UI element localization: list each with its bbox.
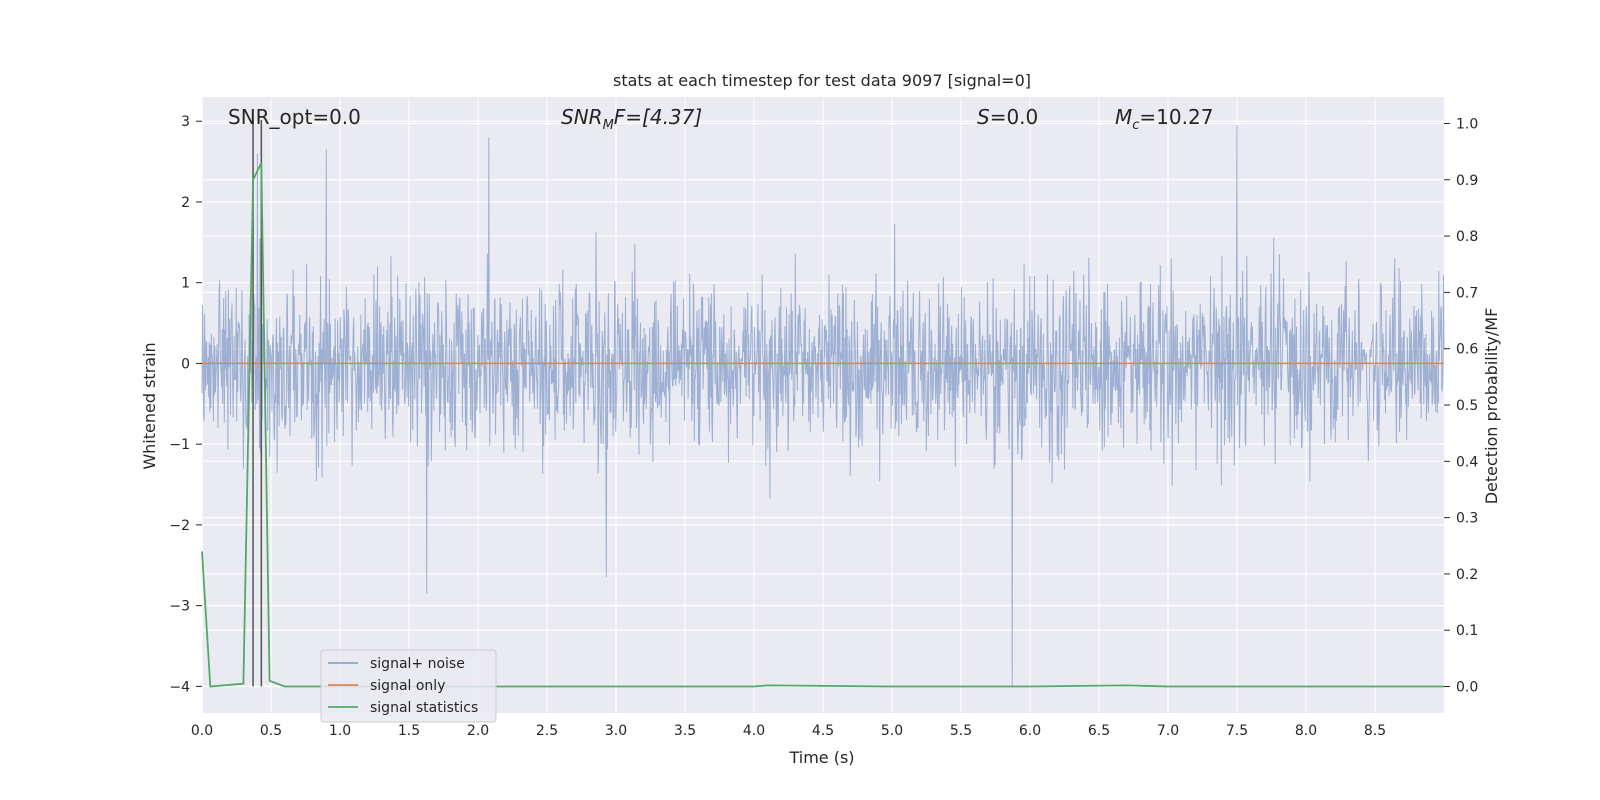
snr-mf-main: SNR <box>561 105 603 129</box>
mc-annotation: Mc=10.27 <box>1115 105 1213 133</box>
x-tick-label: 6.5 <box>1088 723 1110 739</box>
y-tick-label: −1 <box>169 437 190 453</box>
mc-rest: =10.27 <box>1139 105 1213 129</box>
snr-mf-annotation: SNRMF=[4.37] <box>561 105 702 133</box>
snr-opt-annotation: SNR_opt=0.0 <box>228 105 361 129</box>
x-tick-label: 2.5 <box>536 723 558 739</box>
x-tick-label: 0.0 <box>191 723 213 739</box>
y2-tick-label: 0.0 <box>1456 680 1478 696</box>
x-tick-label: 7.0 <box>1157 723 1179 739</box>
x-tick-label: 3.0 <box>605 723 627 739</box>
x-tick-label: 2.0 <box>467 723 489 739</box>
chart-title: stats at each timestep for test data 909… <box>613 71 1031 90</box>
y-axis-label: Whitened strain <box>140 342 159 469</box>
legend-label-signal-only: signal only <box>370 678 445 694</box>
y2-tick-label: 0.5 <box>1456 398 1478 414</box>
legend-box <box>320 649 497 723</box>
axis-ticks: 0.0 0.5 1.0 1.5 2.0 2.5 3.0 3.5 4.0 4.5 5.0 5.5 6.0 6… <box>169 114 1478 739</box>
y2-tick-label: 0.1 <box>1456 623 1478 639</box>
s-rest: =0.0 <box>990 105 1039 129</box>
y2-tick-label: 0.2 <box>1456 567 1478 583</box>
y2-tick-label: 0.8 <box>1456 229 1478 245</box>
snr-mf-sub: M <box>603 118 614 133</box>
y-tick-label: −2 <box>169 518 190 534</box>
x-tick-label: 0.5 <box>260 723 282 739</box>
s-annotation: S=0.0 <box>977 105 1038 129</box>
y-tick-label: −3 <box>169 599 190 615</box>
mc-main: M <box>1115 105 1132 129</box>
x-tick-label: 8.0 <box>1295 723 1317 739</box>
mc-sub: c <box>1132 118 1139 133</box>
x-tick-label: 1.0 <box>329 723 351 739</box>
x-axis-label: Time (s) <box>788 748 854 767</box>
legend-label-signal-noise: signal+ noise <box>370 656 465 672</box>
y2-tick-label: 0.6 <box>1456 342 1478 358</box>
legend-label-signal-statistics: signal statistics <box>370 700 478 716</box>
y2-tick-label: 0.7 <box>1456 285 1478 301</box>
signal-noise-line <box>201 125 1445 687</box>
y2-tick-label: 1.0 <box>1456 116 1478 132</box>
snr-mf-rest: F=[4.37] <box>614 105 702 129</box>
y-tick-label: 3 <box>181 114 190 130</box>
y-tick-label: 2 <box>181 195 190 211</box>
y2-tick-label: 0.9 <box>1456 173 1478 189</box>
x-tick-label: 4.0 <box>743 723 765 739</box>
x-tick-label: 1.5 <box>398 723 420 739</box>
x-tick-label: 8.5 <box>1364 723 1386 739</box>
x-tick-label: 6.0 <box>1019 723 1041 739</box>
x-tick-label: 5.5 <box>950 723 972 739</box>
y-tick-label: 0 <box>181 356 190 372</box>
y2-axis-label: Detection probability/MF <box>1482 308 1501 505</box>
y2-tick-label: 0.3 <box>1456 511 1478 527</box>
signal-statistics-line <box>201 162 1444 688</box>
x-tick-label: 4.5 <box>812 723 834 739</box>
s-main: S <box>977 105 990 129</box>
y-tick-label: 1 <box>181 276 190 292</box>
x-tick-label: 5.0 <box>881 723 903 739</box>
series-signal-statistics <box>201 162 1444 688</box>
y2-tick-label: 0.4 <box>1456 454 1478 470</box>
y-tick-label: −4 <box>169 679 190 695</box>
series-signal-noise <box>201 125 1445 687</box>
x-tick-label: 7.5 <box>1226 723 1248 739</box>
legend: signal+ noise signal only signal statist… <box>320 649 497 723</box>
x-tick-label: 3.5 <box>674 723 696 739</box>
